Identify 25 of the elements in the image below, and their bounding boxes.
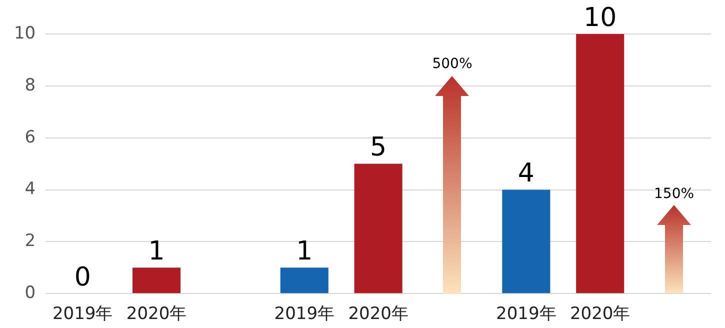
data-label: 5 — [370, 132, 387, 163]
annotation: 500% — [432, 56, 472, 72]
y-tick-label: 8 — [24, 75, 36, 96]
y-tick-label: 2 — [24, 231, 36, 252]
bar — [280, 268, 328, 294]
data-label: 1 — [296, 236, 313, 266]
x-tick-label: 2020年 — [126, 304, 187, 324]
y-tick-label: 10 — [14, 23, 36, 44]
bar — [502, 190, 550, 294]
x-tick-label: 2019年 — [52, 304, 113, 324]
x-tick-label: 2019年 — [496, 304, 556, 324]
annotation: 150% — [654, 186, 694, 202]
x-tick-label: 2020年 — [570, 304, 630, 324]
data-label: 4 — [518, 158, 534, 189]
bar — [132, 268, 181, 294]
x-tick-label: 2020年 — [348, 304, 408, 324]
x-tick-label: 2019年 — [274, 304, 335, 324]
data-label: 1 — [148, 236, 165, 266]
bar — [354, 164, 402, 294]
y-tick-label: 4 — [24, 179, 36, 200]
y-tick-label: 6 — [24, 127, 36, 148]
bar — [576, 34, 624, 294]
data-label: 10 — [584, 2, 617, 33]
y-tick-label: 0 — [24, 283, 36, 304]
data-label: 0 — [74, 262, 91, 292]
